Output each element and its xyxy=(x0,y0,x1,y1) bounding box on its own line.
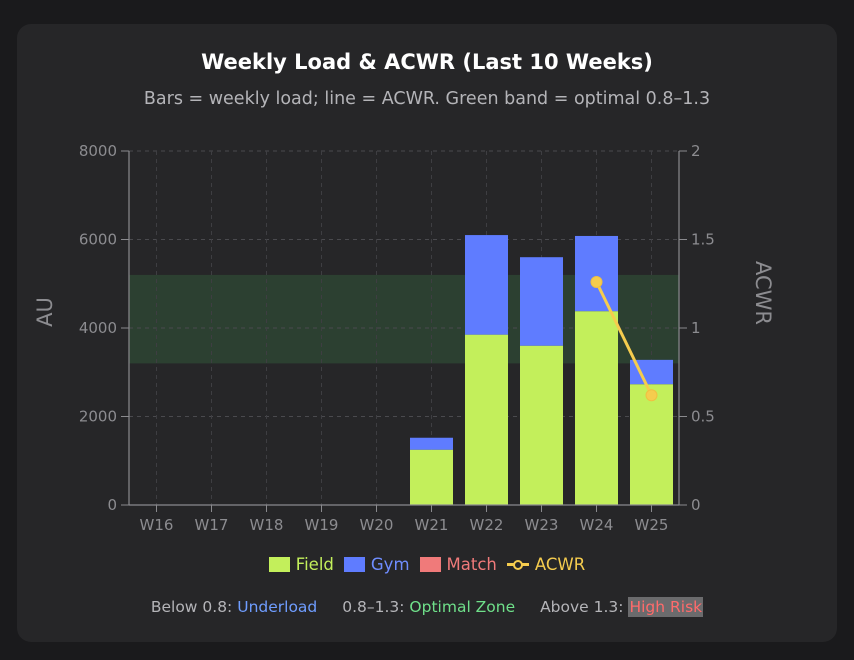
chart-title: Weekly Load & ACWR (Last 10 Weeks) xyxy=(201,50,653,74)
chart-legend: Field Gym Match ACWR xyxy=(0,552,854,576)
x-tick-label-w20: W20 xyxy=(360,516,394,534)
y-tick-label-left: 0 xyxy=(107,496,117,514)
bar-field-w23 xyxy=(520,345,563,505)
legend-swatch-match xyxy=(419,556,441,572)
acwr-line xyxy=(595,281,653,396)
acwr-point-w25 xyxy=(645,389,658,402)
y-axis-title-left: AU xyxy=(33,297,57,327)
legend-item-gym[interactable]: Gym xyxy=(343,554,410,574)
y-tick-label-right: 2 xyxy=(691,142,701,160)
acwr-point-w24 xyxy=(590,275,603,288)
x-tick-label-w19: W19 xyxy=(305,516,339,534)
legend-label-field: Field xyxy=(295,554,334,574)
bar-gym-w23 xyxy=(520,257,563,346)
y-tick-label-right: 0 xyxy=(691,496,701,514)
legend-swatch-field xyxy=(268,556,290,572)
x-tick-label-w21: W21 xyxy=(415,516,449,534)
zone-high-risk: Above 1.3: High Risk xyxy=(540,597,704,617)
zone-underload: Below 0.8: Underload xyxy=(151,598,322,616)
x-tick-label-w25: W25 xyxy=(635,516,669,534)
legend-item-match[interactable]: Match xyxy=(419,554,497,574)
y-axis-title-right: ACWR xyxy=(751,261,775,325)
x-tick-label-w23: W23 xyxy=(525,516,559,534)
legend-label-acwr: ACWR xyxy=(534,554,586,574)
x-tick-label-w18: W18 xyxy=(250,516,284,534)
legend-label-match: Match xyxy=(446,554,497,574)
zone-optimal-prefix: 0.8–1.3: xyxy=(342,598,405,616)
bar-gym-w22 xyxy=(465,235,508,335)
zone-high-risk-prefix: Above 1.3: xyxy=(540,598,624,616)
y-tick-label-left: 6000 xyxy=(79,231,117,249)
chart-subtitle: Bars = weekly load; line = ACWR. Green b… xyxy=(143,89,711,109)
legend-swatch-acwr xyxy=(506,557,529,572)
legend-item-field[interactable]: Field xyxy=(268,554,334,574)
x-tick-label-w22: W22 xyxy=(470,516,504,534)
legend-label-gym: Gym xyxy=(370,554,410,574)
zone-underload-prefix: Below 0.8: xyxy=(150,598,233,616)
bar-field-w25 xyxy=(630,384,673,505)
y-tick-label-left: 8000 xyxy=(79,142,117,160)
bar-gym-w21 xyxy=(410,437,453,450)
y-tick-label-right: 1.5 xyxy=(691,231,715,249)
y-tick-label-left: 2000 xyxy=(79,408,117,426)
bar-field-w22 xyxy=(465,334,508,505)
x-tick-label-w17: W17 xyxy=(195,516,229,534)
zone-key: Below 0.8: Underload 0.8–1.3: Optimal Zo… xyxy=(0,597,854,617)
x-tick-label-w24: W24 xyxy=(580,516,614,534)
legend-swatch-gym xyxy=(343,556,365,572)
zone-underload-label: Underload xyxy=(237,598,318,616)
zone-optimal: 0.8–1.3: Optimal Zone xyxy=(342,598,520,616)
y-tick-label-right: 0.5 xyxy=(691,408,715,426)
y-tick-label-right: 1 xyxy=(691,319,701,337)
legend-item-acwr[interactable]: ACWR xyxy=(506,554,586,574)
bar-field-w24 xyxy=(575,311,618,505)
x-tick-label-w16: W16 xyxy=(140,516,174,534)
y-tick-label-left: 4000 xyxy=(79,319,117,337)
zone-optimal-label: Optimal Zone xyxy=(409,598,516,616)
zone-high-risk-label: High Risk xyxy=(628,597,704,617)
bar-field-w21 xyxy=(410,449,453,505)
bar-gym-w24 xyxy=(575,235,618,312)
